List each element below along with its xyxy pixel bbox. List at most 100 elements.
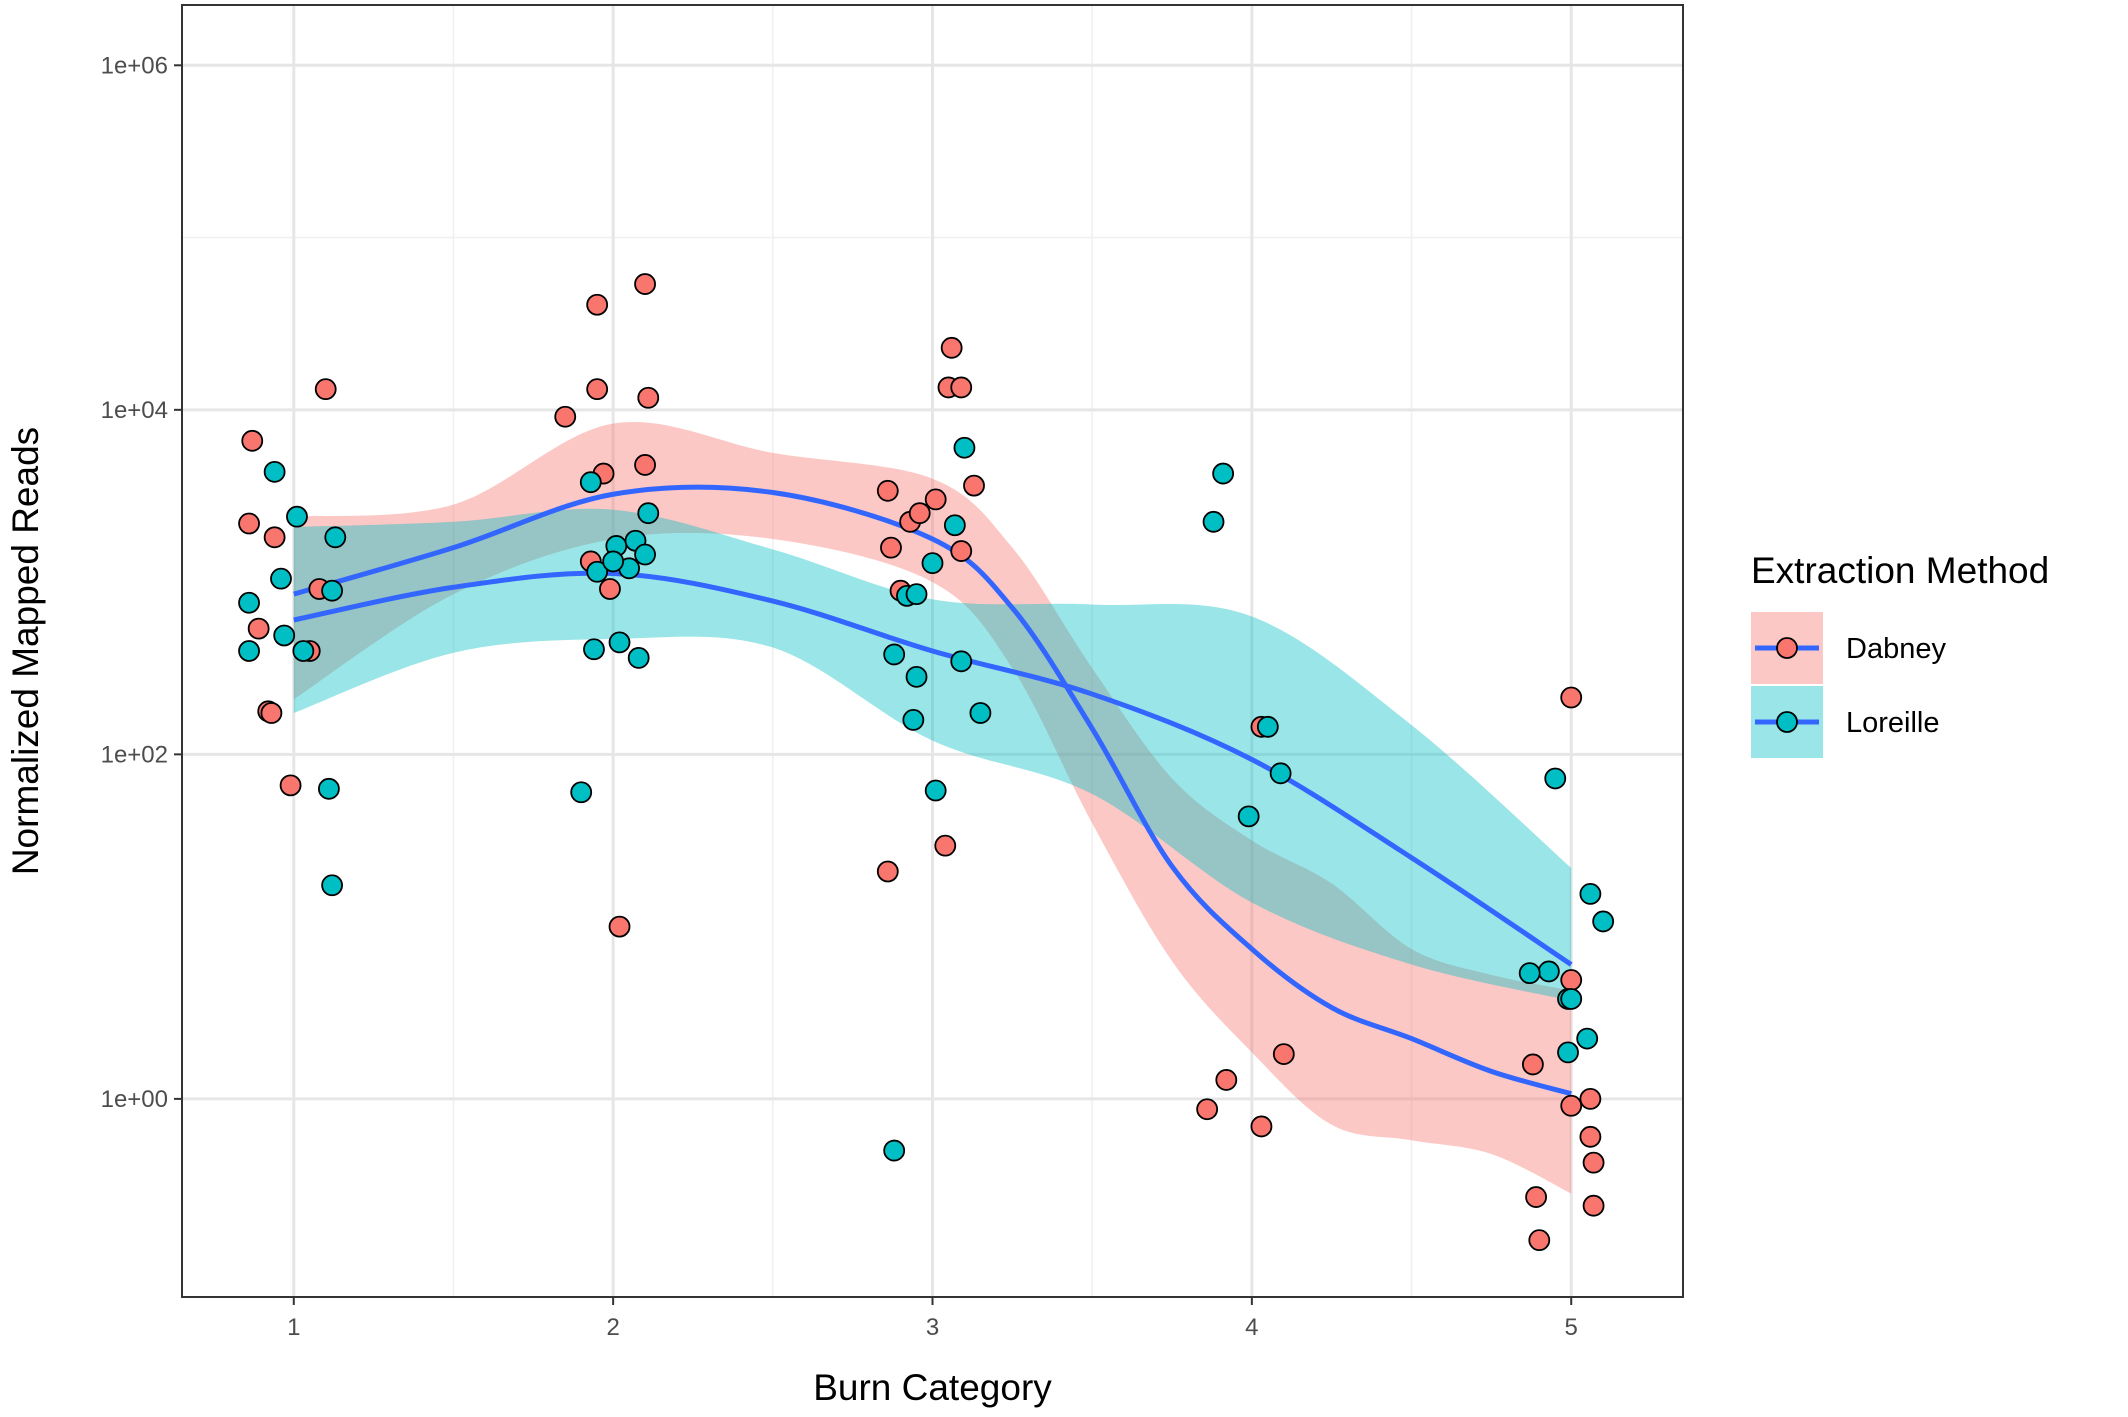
point-loreille: [1269, 762, 1292, 785]
point-dabney: [637, 386, 660, 409]
legend-keys: Dabney Loreille: [1751, 612, 1946, 758]
point-dabney: [1215, 1069, 1238, 1091]
point-dabney: [880, 536, 902, 559]
point-loreille: [634, 543, 656, 566]
point-dabney: [1250, 1115, 1273, 1138]
point-loreille: [943, 514, 966, 537]
y-axis-ticks: 1e+00 1e+02 1e+04 1e+06: [101, 52, 182, 1113]
point-loreille: [905, 583, 928, 606]
point-loreille: [1237, 805, 1260, 828]
ribbon-dabney: [293, 422, 1572, 1194]
y-tick-label: 1e+00: [101, 1086, 168, 1113]
point-dabney: [634, 273, 656, 295]
x-tick-label: 5: [1565, 1314, 1578, 1341]
point-loreille: [1212, 462, 1235, 485]
point-loreille: [321, 579, 344, 602]
point-dabney: [554, 405, 577, 428]
point-loreille: [583, 638, 605, 661]
point-dabney: [238, 512, 260, 535]
point-loreille: [924, 779, 947, 802]
point-dabney: [1196, 1098, 1219, 1121]
y-tick-label: 1e+04: [101, 397, 168, 424]
point-loreille: [579, 471, 602, 494]
point-loreille: [586, 560, 609, 583]
point-loreille: [570, 781, 593, 804]
legend-key-dabney: Dabney: [1751, 612, 1946, 684]
y-tick-label: 1e+02: [101, 741, 168, 768]
point-dabney: [1560, 969, 1583, 991]
point-loreille: [608, 631, 631, 654]
point-dabney: [586, 378, 609, 401]
point-dabney: [1579, 1125, 1602, 1148]
point-dabney: [241, 429, 264, 452]
point-dabney: [950, 376, 973, 399]
point-loreille: [883, 643, 906, 666]
point-loreille: [1592, 910, 1615, 933]
legend-label: Dabney: [1846, 633, 1946, 665]
point-dabney: [1582, 1194, 1605, 1217]
point-loreille: [292, 640, 315, 662]
point-loreille: [637, 502, 660, 525]
point-loreille: [921, 552, 944, 575]
point-dabney: [1272, 1043, 1295, 1066]
x-tick-label: 1: [287, 1314, 300, 1341]
point-loreille: [883, 1139, 906, 1162]
legend: Extraction Method Dabney Loreille: [1751, 550, 2049, 758]
point-loreille: [273, 624, 296, 647]
point-dabney: [1522, 1053, 1544, 1076]
point-dabney: [263, 526, 286, 549]
point-dabney: [1560, 686, 1583, 709]
point-dabney: [1528, 1229, 1551, 1252]
point-dabney: [608, 915, 631, 938]
point-loreille: [238, 591, 260, 614]
point-dabney: [940, 336, 963, 359]
point-loreille: [627, 646, 650, 669]
point-loreille: [321, 874, 344, 897]
point-loreille: [1202, 510, 1225, 533]
point-dabney: [934, 834, 957, 857]
point-dabney: [260, 702, 283, 724]
point-loreille: [286, 505, 308, 528]
legend-title: Extraction Method: [1751, 550, 2049, 591]
point-loreille: [902, 709, 925, 731]
point-loreille: [969, 702, 992, 724]
confidence-ribbons: [293, 422, 1572, 1194]
point-loreille: [1544, 767, 1567, 790]
point-loreille: [905, 665, 928, 688]
smooth-line-loreille: [293, 570, 1573, 967]
point-loreille: [318, 777, 340, 800]
point-dabney: [924, 488, 947, 511]
point-loreille: [1557, 1041, 1579, 1064]
point-loreille: [1560, 988, 1583, 1010]
point-loreille: [324, 526, 347, 549]
smooth-lines: [293, 484, 1573, 1097]
point-loreille: [1579, 882, 1602, 905]
point-dabney: [586, 293, 609, 316]
point-dabney: [1582, 1151, 1605, 1174]
point-loreille: [238, 640, 260, 662]
x-axis-title: Burn Category: [813, 1367, 1052, 1408]
point-dabney: [963, 474, 985, 497]
point-loreille: [950, 650, 973, 673]
point-dabney: [247, 617, 270, 640]
legend-label: Loreille: [1846, 707, 1940, 739]
point-dabney: [599, 578, 621, 600]
legend-key-loreille: Loreille: [1751, 686, 1940, 758]
point-dabney: [1560, 1094, 1583, 1117]
point-loreille: [1256, 715, 1279, 738]
y-axis-title: Normalized Mapped Reads: [5, 427, 46, 875]
x-axis-ticks: 1 2 3 4 5: [287, 1297, 1578, 1341]
data-points: [238, 273, 1615, 1252]
y-tick-label: 1e+06: [101, 52, 168, 79]
point-dabney: [950, 540, 973, 562]
point-dabney: [876, 479, 899, 502]
point-loreille: [263, 460, 286, 483]
point-dabney: [1579, 1087, 1602, 1110]
smooth-line-dabney: [293, 484, 1572, 1097]
ribbon-loreille: [293, 508, 1572, 1001]
point-dabney: [279, 774, 302, 797]
point-dabney: [908, 502, 931, 525]
point-loreille: [953, 436, 976, 459]
point-dabney: [876, 860, 899, 883]
